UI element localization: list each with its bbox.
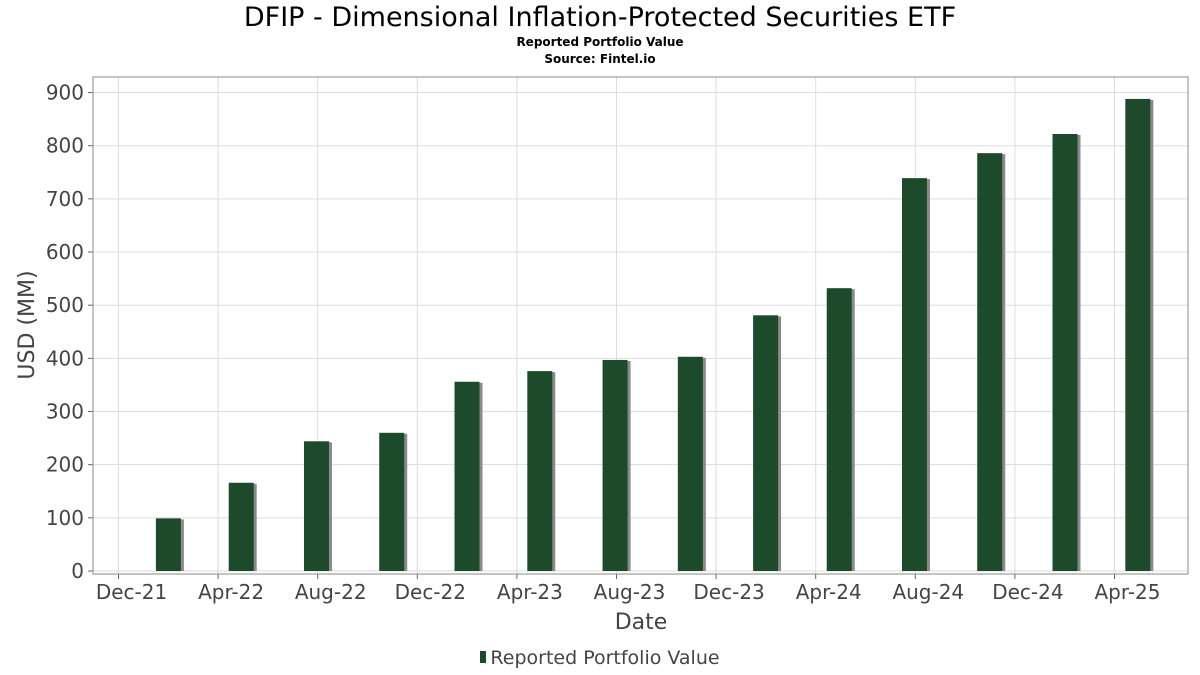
y-tick-label: 200 [46, 453, 84, 477]
y-tick-label: 400 [46, 346, 84, 370]
x-tick-label: Dec-23 [693, 580, 764, 604]
y-axis-ticks: 0 100 200 300 400 500 600 700 800 900 [46, 81, 93, 583]
x-axis-title: Date [615, 610, 668, 635]
bar [901, 178, 927, 572]
x-tick-label: Apr-23 [497, 580, 563, 604]
bar [1052, 134, 1078, 572]
y-tick-label: 500 [46, 293, 84, 317]
x-tick-label: Dec-22 [395, 580, 466, 604]
bar [602, 359, 628, 571]
bar [677, 356, 703, 571]
x-tick-label: Aug-23 [594, 580, 666, 604]
bar [753, 315, 779, 571]
x-tick-label: Apr-22 [198, 580, 264, 604]
bar [303, 441, 329, 571]
x-tick-label: Dec-24 [992, 580, 1063, 604]
bars [155, 98, 1154, 572]
x-tick-label: Aug-24 [892, 580, 964, 604]
y-tick-label: 700 [46, 187, 84, 211]
x-tick-label: Apr-25 [1095, 580, 1161, 604]
chart-subtitle: Reported Portfolio Value [516, 35, 684, 49]
legend: Reported Portfolio Value [0, 647, 1200, 669]
y-tick-label: 800 [46, 134, 84, 158]
bar [228, 482, 254, 571]
bar [155, 518, 181, 571]
bar [527, 371, 553, 571]
y-tick-label: 0 [71, 559, 84, 583]
x-tick-label: Apr-24 [796, 580, 862, 604]
chart-title: DFIP - Dimensional Inflation-Protected S… [243, 2, 957, 33]
bar [1125, 98, 1151, 571]
x-tick-label: Aug-22 [295, 580, 367, 604]
legend-label: Reported Portfolio Value [490, 647, 720, 669]
x-axis-ticks: Dec-21 Apr-22 Aug-22 Dec-22 Apr-23 Aug-23 Dec-… [96, 574, 1161, 604]
y-tick-label: 600 [46, 240, 84, 264]
x-tick-label: Dec-21 [96, 580, 167, 604]
y-axis-title: USD (MM) [15, 270, 40, 379]
y-tick-label: 300 [46, 400, 84, 424]
bar [454, 381, 480, 571]
legend-swatch [480, 651, 487, 663]
grid-lines [93, 77, 1188, 574]
bar [977, 153, 1003, 571]
bar [379, 432, 405, 571]
y-tick-label: 100 [46, 506, 84, 530]
bar [826, 288, 852, 571]
plot-frame [92, 76, 1189, 575]
chart-source: Source: Fintel.io [544, 52, 656, 66]
y-tick-label: 900 [46, 81, 84, 105]
